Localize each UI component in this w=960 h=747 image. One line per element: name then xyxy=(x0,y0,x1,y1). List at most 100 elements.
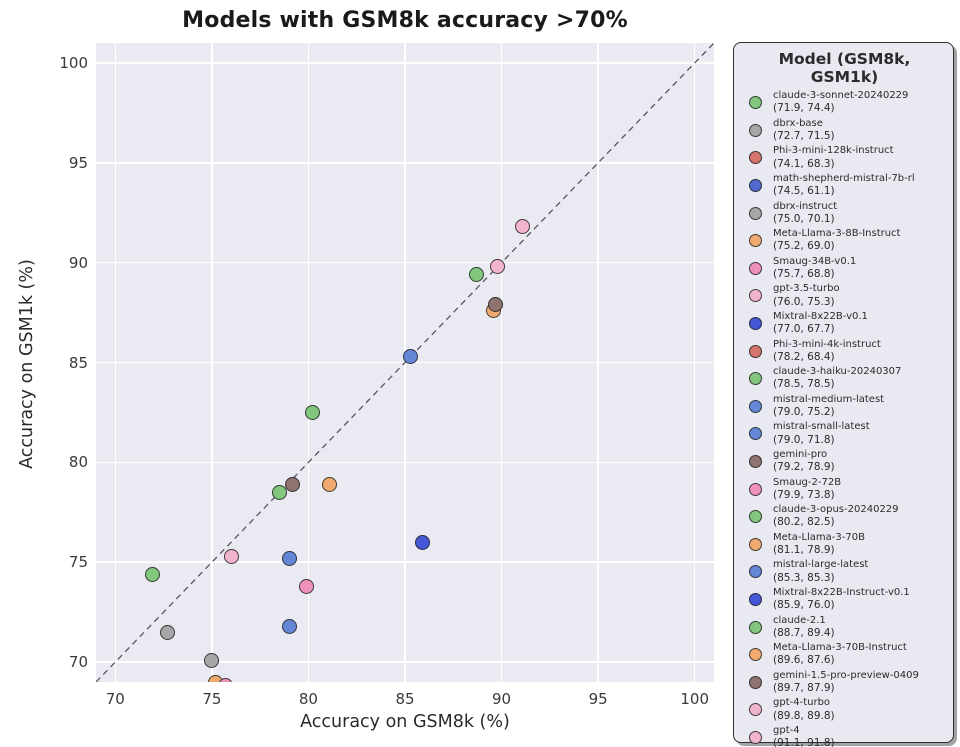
legend-item-values: (75.0, 70.1) xyxy=(773,212,835,225)
y-tick-label: 95 xyxy=(68,153,88,172)
legend-item: claude-3-haiku-20240307 (78.5, 78.5) xyxy=(744,365,945,393)
scatter-point-gemini-pro xyxy=(285,476,301,492)
x-tick-label: 100 xyxy=(680,690,709,708)
legend-marker-icon xyxy=(749,206,762,220)
chart-title: Models with GSM8k accuracy >70% xyxy=(182,8,628,33)
legend-item-text: gpt-3.5-turbo (76.0, 75.3) xyxy=(773,283,840,308)
scatter-point-mistral-small-latest xyxy=(281,618,297,634)
legend-item-name: gpt-4 xyxy=(773,724,800,736)
legend-item-values: (80.2, 82.5) xyxy=(773,516,835,529)
legend-item-name: Mixtral-8x22B-Instruct-v0.1 xyxy=(773,586,910,598)
legend-item-name: Phi-3-mini-128k-instruct xyxy=(773,145,894,157)
legend-item: gpt-3.5-turbo (76.0, 75.3) xyxy=(744,282,945,310)
legend-item-text: Mixtral-8x22B-Instruct-v0.1 (85.9, 76.0) xyxy=(773,587,910,612)
gridline-vertical xyxy=(307,43,310,682)
legend-item: Phi-3-mini-128k-instruct (74.1, 68.3) xyxy=(744,144,945,172)
legend-item-text: Meta-Llama-3-8B-Instruct (75.2, 69.0) xyxy=(773,228,900,253)
scatter-point-mistral-large-latest xyxy=(403,349,419,364)
scatter-point-gpt-3.5-turbo xyxy=(223,548,239,564)
legend-item-values: (75.7, 68.8) xyxy=(773,268,835,281)
legend-marker-icon xyxy=(749,537,762,551)
legend-marker-icon xyxy=(749,648,762,662)
legend-item-name: claude-3-opus-20240229 xyxy=(773,504,899,516)
legend-item-name: gpt-4-turbo xyxy=(773,697,831,709)
legend-item-text: claude-2.1 (88.7, 89.4) xyxy=(773,615,835,640)
legend-item: Mixtral-8x22B-v0.1 (77.0, 67.7) xyxy=(744,310,945,338)
y-tick-label: 90 xyxy=(68,253,88,272)
legend-item-values: (89.7, 87.9) xyxy=(773,681,835,694)
x-tick-label: 70 xyxy=(105,690,125,708)
legend-item-name: Smaug-34B-v0.1 xyxy=(773,255,857,267)
legend-item: claude-2.1 (88.7, 89.4) xyxy=(744,613,945,641)
x-tick-label: 85 xyxy=(395,690,415,708)
legend-item: dbrx-instruct (75.0, 70.1) xyxy=(744,199,945,227)
scatter-point-claude-3-sonnet-20240229 xyxy=(144,566,160,582)
legend-item-values: (74.1, 68.3) xyxy=(773,157,835,170)
legend-item-values: (89.6, 87.6) xyxy=(773,654,835,667)
legend-item-text: Smaug-2-72B (79.9, 73.8) xyxy=(773,477,841,502)
legend-marker-icon xyxy=(749,96,762,110)
legend-item-name: Mixtral-8x22B-v0.1 xyxy=(773,311,868,323)
legend-item: gemini-1.5-pro-preview-0409 (89.7, 87.9) xyxy=(744,668,945,696)
legend-item-values: (79.2, 78.9) xyxy=(773,461,835,474)
legend-item-text: claude-3-haiku-20240307 (78.5, 78.5) xyxy=(773,366,901,391)
legend-marker-icon xyxy=(749,289,762,303)
legend-item-values: (85.3, 85.3) xyxy=(773,571,835,584)
legend-item-text: dbrx-base (72.7, 71.5) xyxy=(773,118,835,143)
scatter-point-gemini-1.5-pro-preview-0409 xyxy=(488,297,504,313)
legend-item-name: Phi-3-mini-4k-instruct xyxy=(773,338,881,350)
legend-item: Smaug-2-72B (79.9, 73.8) xyxy=(744,475,945,503)
gridline-vertical xyxy=(693,43,696,682)
legend-marker-icon xyxy=(749,317,762,331)
legend-item-name: math-shepherd-mistral-7b-rl xyxy=(773,173,915,185)
legend-item: Mixtral-8x22B-Instruct-v0.1 (85.9, 76.0) xyxy=(744,586,945,614)
scatter-point-claude-3-opus-20240229 xyxy=(304,404,320,420)
y-tick-label: 80 xyxy=(68,453,88,472)
legend-item-text: gemini-1.5-pro-preview-0409 (89.7, 87.9) xyxy=(773,670,919,695)
x-tick-label: 80 xyxy=(298,690,318,708)
legend-item-name: gpt-3.5-turbo xyxy=(773,283,840,295)
legend-item-name: Meta-Llama-3-70B xyxy=(773,531,865,543)
legend-title: Model (GSM8k, GSM1k) xyxy=(778,50,911,86)
legend-item: Phi-3-mini-4k-instruct (78.2, 68.4) xyxy=(744,337,945,365)
legend-marker-icon xyxy=(749,455,762,469)
legend-item-name: mistral-small-latest xyxy=(773,421,870,433)
plot-area xyxy=(96,43,714,682)
legend-marker-icon xyxy=(749,592,762,606)
legend-item: gpt-4 (91.1, 91.8) xyxy=(744,724,945,747)
x-tick-label: 75 xyxy=(202,690,222,708)
scatter-point-Meta-Llama-3-70B xyxy=(322,476,338,492)
legend-item-values: (76.0, 75.3) xyxy=(773,295,835,308)
legend-item-text: Mixtral-8x22B-v0.1 (77.0, 67.7) xyxy=(773,311,868,336)
legend-marker-icon xyxy=(749,482,762,496)
gridline-vertical xyxy=(114,43,117,682)
legend-marker-icon xyxy=(749,123,762,137)
legend-item-name: dbrx-instruct xyxy=(773,200,838,212)
legend-item-values: (78.5, 78.5) xyxy=(773,378,835,391)
scatter-point-dbrx-instruct xyxy=(204,652,220,668)
legend-item-text: gpt-4 (91.1, 91.8) xyxy=(773,725,835,747)
legend-item-name: Meta-Llama-3-8B-Instruct xyxy=(773,228,901,240)
legend-item-text: Phi-3-mini-128k-instruct (74.1, 68.3) xyxy=(773,145,894,170)
legend-item-text: claude-3-sonnet-20240229 (71.9, 74.4) xyxy=(773,90,908,115)
legend-marker-icon xyxy=(749,620,762,634)
legend-item-text: mistral-medium-latest (79.0, 75.2) xyxy=(773,394,884,419)
legend-marker-icon xyxy=(749,399,762,413)
legend-item-values: (85.9, 76.0) xyxy=(773,599,835,612)
legend-item: gemini-pro (79.2, 78.9) xyxy=(744,448,945,476)
legend-item: mistral-small-latest (79.0, 71.8) xyxy=(744,420,945,448)
scatter-point-gpt-4 xyxy=(515,219,531,235)
legend-item-values: (88.7, 89.4) xyxy=(773,626,835,639)
x-axis-label: Accuracy on GSM8k (%) xyxy=(300,712,510,732)
legend-marker-icon xyxy=(749,179,762,193)
legend-item: Smaug-34B-v0.1 (75.7, 68.8) xyxy=(744,255,945,283)
legend-item-text: Meta-Llama-3-70B-Instruct (89.6, 87.6) xyxy=(773,642,907,667)
legend-item-name: dbrx-base xyxy=(773,117,823,129)
legend-marker-icon xyxy=(749,510,762,524)
legend-item: Meta-Llama-3-70B-Instruct (89.6, 87.6) xyxy=(744,641,945,669)
gridline-vertical xyxy=(500,43,503,682)
legend-item: mistral-large-latest (85.3, 85.3) xyxy=(744,558,945,586)
legend-entries: claude-3-sonnet-20240229 (71.9, 74.4) dbrx… xyxy=(744,89,945,747)
legend-item-text: mistral-small-latest (79.0, 71.8) xyxy=(773,421,870,446)
